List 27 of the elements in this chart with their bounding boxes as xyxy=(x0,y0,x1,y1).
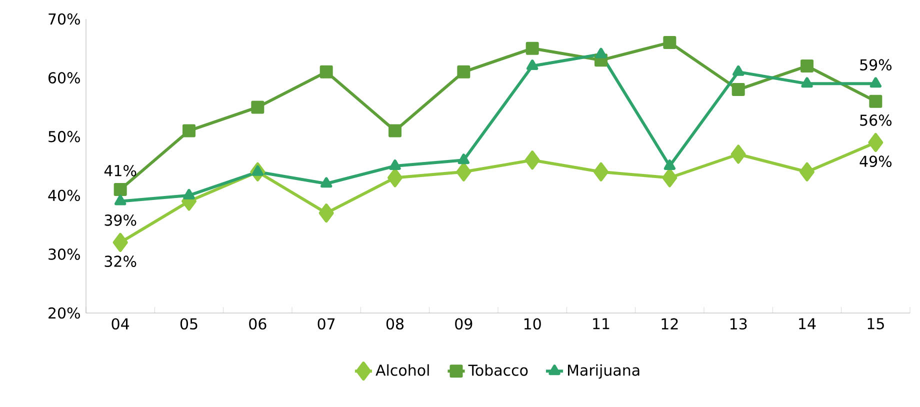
legend-label: Alcohol xyxy=(376,364,429,376)
data-label: 32% xyxy=(104,256,136,267)
x-tick-label: 12 xyxy=(662,318,678,330)
data-label: 56% xyxy=(860,114,892,126)
legend-label: Marijuana xyxy=(568,364,640,379)
data-label: 41% xyxy=(104,164,136,176)
x-tick-label: 13 xyxy=(730,318,747,330)
x-tick-label: 08 xyxy=(386,318,404,330)
data-label: 39% xyxy=(104,214,136,226)
x-tick-label: 06 xyxy=(249,318,266,330)
x-tick-label: 04 xyxy=(112,318,130,330)
y-tick-label: 30% xyxy=(48,248,80,260)
y-tick-label: 20% xyxy=(48,307,80,319)
data-label: 59% xyxy=(860,59,892,70)
x-tick-label: 14 xyxy=(799,318,816,330)
y-tick-label: 40% xyxy=(48,190,80,202)
data-label: 49% xyxy=(860,156,892,168)
x-tick-label: 07 xyxy=(318,318,335,330)
x-tick-label: 05 xyxy=(180,318,198,330)
y-tick-label: 60% xyxy=(48,72,80,84)
x-tick-label: 10 xyxy=(524,318,541,330)
x-tick-label: 09 xyxy=(455,318,472,330)
x-tick-label: 11 xyxy=(593,318,610,330)
y-tick-label: 70% xyxy=(48,13,80,25)
x-tick-label: 15 xyxy=(868,318,884,330)
y-tick-label: 50% xyxy=(48,130,80,142)
legend-label: Tobacco xyxy=(468,364,528,376)
